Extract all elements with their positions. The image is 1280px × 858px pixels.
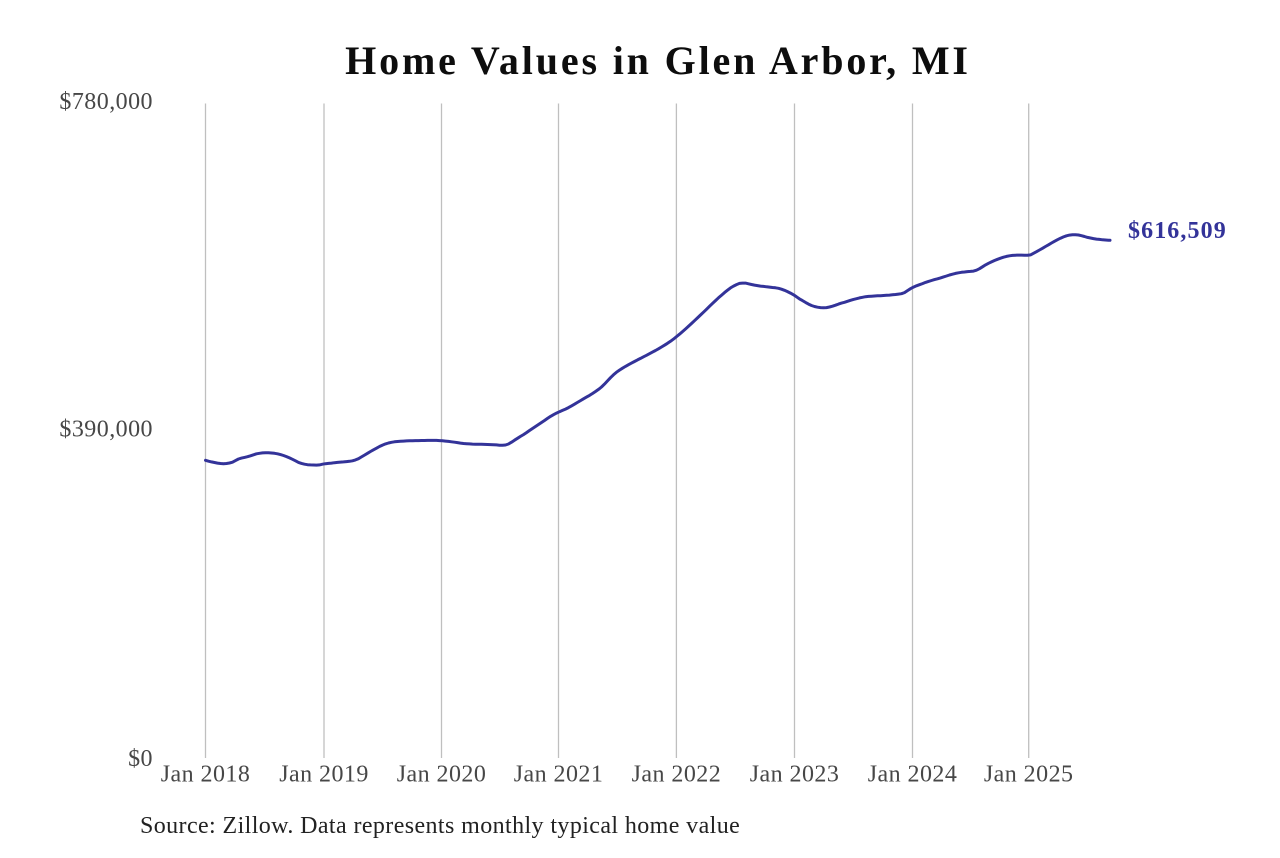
svg-text:Jan 2019: Jan 2019 bbox=[279, 762, 369, 788]
svg-text:$780,000: $780,000 bbox=[59, 89, 153, 115]
svg-text:Jan 2023: Jan 2023 bbox=[750, 762, 840, 788]
svg-text:Jan 2020: Jan 2020 bbox=[397, 762, 487, 788]
svg-text:Jan 2024: Jan 2024 bbox=[868, 762, 958, 788]
svg-text:Jan 2022: Jan 2022 bbox=[632, 762, 722, 788]
svg-text:Jan 2018: Jan 2018 bbox=[161, 762, 251, 788]
svg-text:$390,000: $390,000 bbox=[59, 417, 153, 443]
svg-text:Source: Zillow. Data represent: Source: Zillow. Data represents monthly … bbox=[140, 813, 740, 839]
svg-text:Jan 2025: Jan 2025 bbox=[984, 762, 1074, 788]
svg-text:$616,509: $616,509 bbox=[1128, 218, 1227, 244]
svg-text:Jan 2021: Jan 2021 bbox=[514, 762, 604, 788]
svg-text:Home Values in Glen Arbor, MI: Home Values in Glen Arbor, MI bbox=[345, 38, 971, 83]
svg-text:$0: $0 bbox=[128, 746, 153, 772]
